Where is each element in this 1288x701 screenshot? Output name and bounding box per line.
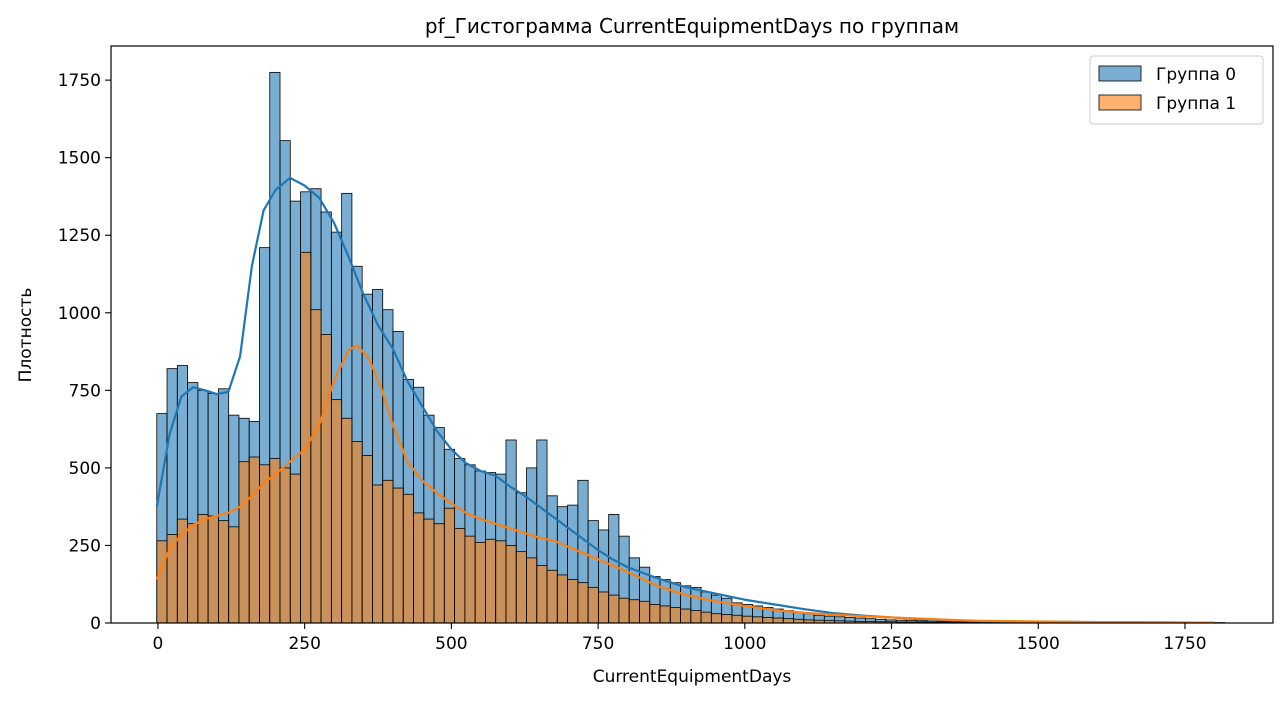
histogram-bar	[259, 465, 269, 623]
y-tick-label: 1500	[58, 149, 101, 169]
histogram-bar	[557, 575, 567, 623]
histogram-bar	[578, 583, 588, 623]
histogram-bar	[670, 607, 680, 623]
histogram-bar	[331, 400, 341, 623]
histogram-bar	[742, 616, 752, 623]
histogram-bar	[301, 252, 311, 623]
histogram-bar	[157, 541, 167, 623]
histogram-bar	[352, 442, 362, 623]
histogram-bar	[598, 592, 608, 623]
histogram-bar	[732, 615, 742, 623]
legend-swatch	[1099, 66, 1141, 81]
histogram-bar	[229, 527, 239, 623]
histogram-bar	[167, 535, 177, 623]
histogram-bar	[485, 539, 495, 623]
histogram-bar	[752, 617, 762, 623]
histogram-bar	[527, 558, 537, 623]
histogram-bar	[198, 514, 208, 623]
histogram-bar	[660, 606, 670, 623]
histogram-bar	[208, 516, 218, 623]
y-tick-label: 1000	[58, 304, 101, 324]
x-axis-label: CurrentEquipmentDays	[593, 667, 792, 687]
histogram-bar	[763, 617, 773, 623]
histogram-bar	[424, 519, 434, 623]
histogram-bar	[321, 335, 331, 624]
x-tick-label: 1000	[723, 634, 766, 654]
histogram-bar	[783, 619, 793, 623]
x-tick-label: 1500	[1017, 634, 1060, 654]
histogram-bar	[434, 524, 444, 623]
chart-title: pf_Гистограмма CurrentEquipmentDays по г…	[425, 14, 959, 38]
histogram-bar	[475, 542, 485, 623]
histogram-bar	[568, 580, 578, 623]
histogram-bar	[516, 552, 526, 623]
x-tick-label: 250	[288, 634, 320, 654]
histogram-bar	[701, 612, 711, 623]
histogram-bar	[383, 480, 393, 623]
histogram-bar	[496, 541, 506, 623]
x-tick-label: 750	[582, 634, 614, 654]
histogram-bar	[311, 310, 321, 623]
histogram-bar	[465, 536, 475, 623]
histogram-bar	[444, 508, 454, 623]
histogram-bar	[537, 566, 547, 623]
histogram-bar	[711, 614, 721, 623]
y-tick-label: 250	[69, 536, 101, 556]
histogram-bar	[239, 462, 249, 623]
histogram-bar	[414, 513, 424, 623]
histogram-bar	[290, 474, 300, 623]
histogram-bar	[455, 528, 465, 623]
histogram-bar	[218, 521, 228, 623]
y-tick-label: 500	[69, 459, 101, 479]
histogram-bar	[403, 494, 413, 623]
histogram-bar	[639, 601, 649, 623]
x-tick-label: 500	[435, 634, 467, 654]
histogram-bar	[588, 587, 598, 623]
legend-label: Группа 1	[1156, 94, 1236, 114]
plot-clip-group	[157, 72, 1225, 623]
histogram-bar	[342, 418, 352, 623]
histogram-bar	[506, 545, 516, 623]
y-tick-label: 1250	[58, 226, 101, 246]
x-tick-label: 0	[153, 634, 164, 654]
y-tick-label: 1750	[58, 71, 101, 91]
histogram-bar	[722, 615, 732, 623]
plot-area	[157, 72, 1225, 623]
histogram-bar	[650, 604, 660, 623]
histogram-bar	[629, 600, 639, 623]
histogram-bar	[681, 609, 691, 623]
histogram-bar	[619, 598, 629, 623]
x-tick-label: 1750	[1163, 634, 1206, 654]
histogram-bar	[547, 570, 557, 623]
legend-swatch	[1099, 95, 1141, 110]
y-axis-label: Плотность	[16, 288, 36, 383]
y-tick-label: 0	[90, 614, 101, 634]
histogram-bar	[270, 459, 280, 623]
histogram-bar	[393, 488, 403, 623]
histogram-bar	[372, 485, 382, 623]
legend: Группа 0 Группа 1	[1090, 56, 1263, 124]
histogram-bar	[280, 468, 290, 623]
histogram-bar	[609, 595, 619, 623]
histogram-bar	[773, 618, 783, 623]
histogram-bar	[188, 524, 198, 623]
histogram-bar	[362, 455, 372, 623]
legend-label: Группа 0	[1156, 65, 1236, 85]
y-tick-label: 750	[69, 381, 101, 401]
x-tick-label: 1250	[870, 634, 913, 654]
histogram-bar	[249, 457, 259, 623]
histogram-bar	[691, 611, 701, 623]
